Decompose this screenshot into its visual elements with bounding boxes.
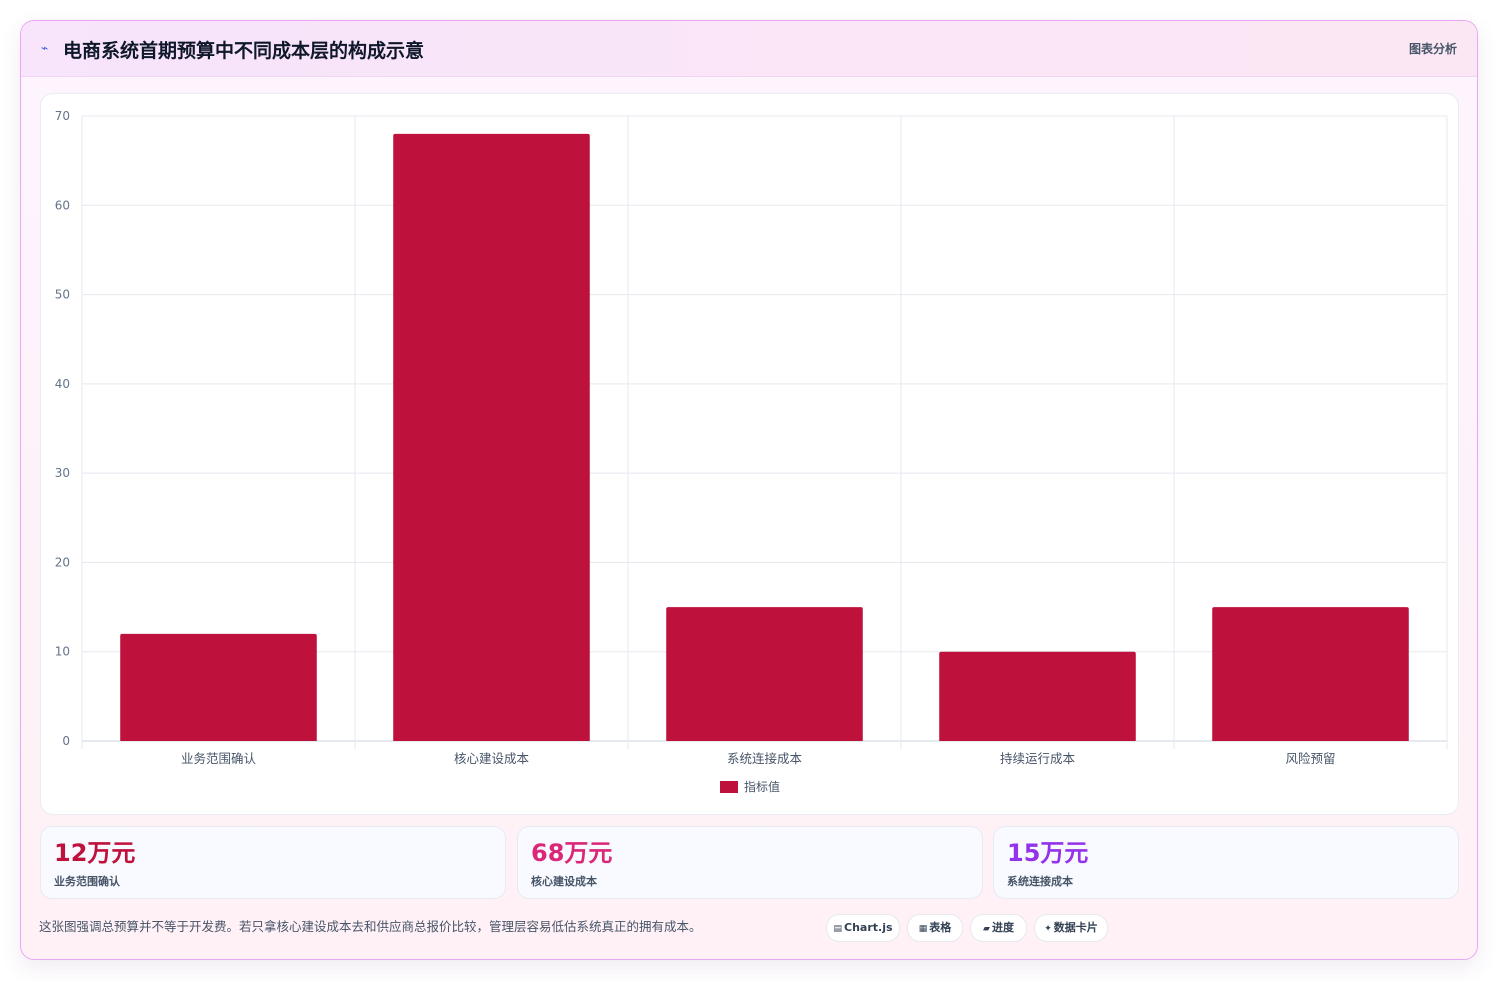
pill-label: 数据卡片 <box>1053 921 1098 934</box>
y-tick-label: 30 <box>55 466 70 480</box>
y-tick-label: 60 <box>55 198 70 212</box>
chart-panel: 0 10 20 30 40 50 60 70 业务范围确认 核心建设成本 系统连接成本 持续运行成本 风… <box>40 93 1459 815</box>
bar <box>666 607 863 741</box>
stat-card: 12万元 业务范围确认 <box>40 826 506 899</box>
table-icon: ▦ <box>918 924 928 934</box>
chartjs-pill[interactable]: ▤ Chart.js <box>826 914 900 942</box>
bar <box>120 633 317 741</box>
bar <box>939 651 1136 741</box>
data-card-pill[interactable]: ✦ 数据卡片 <box>1034 914 1108 942</box>
pill-label: 表格 <box>929 921 952 934</box>
bar-chart: 0 10 20 30 40 50 60 70 业务范围确认 核心建设成本 系统连接成本 持续运行成本 风… <box>55 109 1448 794</box>
chart-icon: ▤ <box>833 924 842 934</box>
progress-icon: ▰ <box>983 924 990 934</box>
page-title: 电商系统首期预算中不同成本层的构成示意 <box>63 40 425 62</box>
chart-line-icon: ⌁ <box>41 41 49 55</box>
chart-analysis-tag: 图表分析 <box>1408 42 1457 56</box>
bar <box>393 133 590 741</box>
legend-swatch <box>720 781 738 793</box>
card-header: ⌁ 电商系统首期预算中不同成本层的构成示意 图表分析 <box>21 21 1477 77</box>
stat-value: 15万元 <box>1007 839 1089 867</box>
stat-card: 68万元 核心建设成本 <box>517 826 983 899</box>
report-card: ⌁ 电商系统首期预算中不同成本层的构成示意 图表分析 0 10 20 30 40 50 60… <box>20 20 1478 960</box>
pill-label: Chart.js <box>844 921 893 934</box>
stat-label: 业务范围确认 <box>54 875 120 888</box>
card-icon: ✦ <box>1044 924 1052 934</box>
x-tick-label: 业务范围确认 <box>181 751 257 766</box>
y-tick-label: 70 <box>55 109 70 123</box>
y-tick-label: 50 <box>55 288 70 302</box>
y-tick-label: 20 <box>55 555 70 569</box>
x-tick-label: 系统连接成本 <box>727 751 803 766</box>
stat-label: 核心建设成本 <box>531 875 597 888</box>
chart-note: 这张图强调总预算并不等于开发费。若只拿核心建设成本去和供应商总报价比较，管理层容… <box>39 919 702 934</box>
y-tick-label: 0 <box>62 734 70 748</box>
stat-card: 15万元 系统连接成本 <box>993 826 1459 899</box>
stat-label: 系统连接成本 <box>1007 875 1073 888</box>
x-tick-label: 风险预留 <box>1285 751 1335 766</box>
x-tick-label: 核心建设成本 <box>454 751 530 766</box>
bar <box>1212 607 1409 741</box>
pill-label: 进度 <box>991 921 1014 934</box>
stat-value: 12万元 <box>54 839 136 867</box>
progress-pill[interactable]: ▰ 进度 <box>970 914 1027 942</box>
stat-value: 68万元 <box>531 839 613 867</box>
y-tick-label: 40 <box>55 377 70 391</box>
y-tick-label: 10 <box>55 645 70 659</box>
legend-label: 指标值 <box>744 779 780 794</box>
table-pill[interactable]: ▦ 表格 <box>907 914 963 942</box>
x-tick-label: 持续运行成本 <box>1000 751 1076 766</box>
